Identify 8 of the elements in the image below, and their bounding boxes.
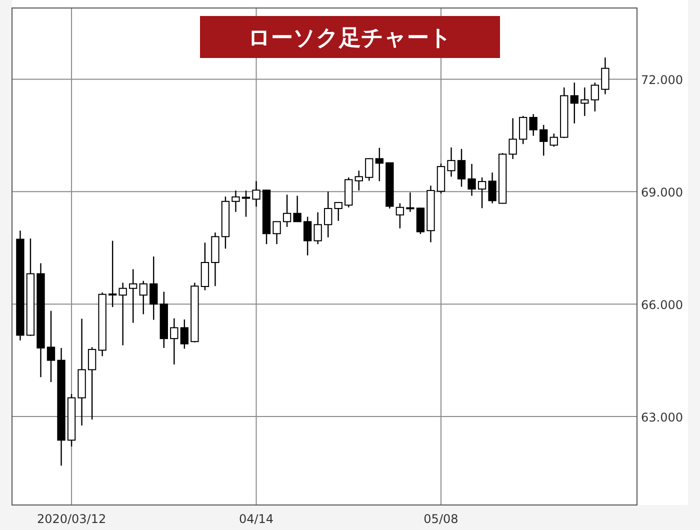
y-tick-label: 69.000 bbox=[641, 186, 683, 200]
title: ローソク足チャート bbox=[200, 16, 500, 58]
x-tick-label: 04/14 bbox=[238, 512, 274, 526]
x-tick-label: 05/08 bbox=[424, 512, 458, 526]
y-tick-label: 66.000 bbox=[641, 298, 683, 312]
x-tick-label: 2020/03/12 bbox=[36, 512, 106, 526]
y-tick-label: 72.000 bbox=[641, 73, 683, 88]
y-tick-label: 63.000 bbox=[641, 410, 683, 425]
